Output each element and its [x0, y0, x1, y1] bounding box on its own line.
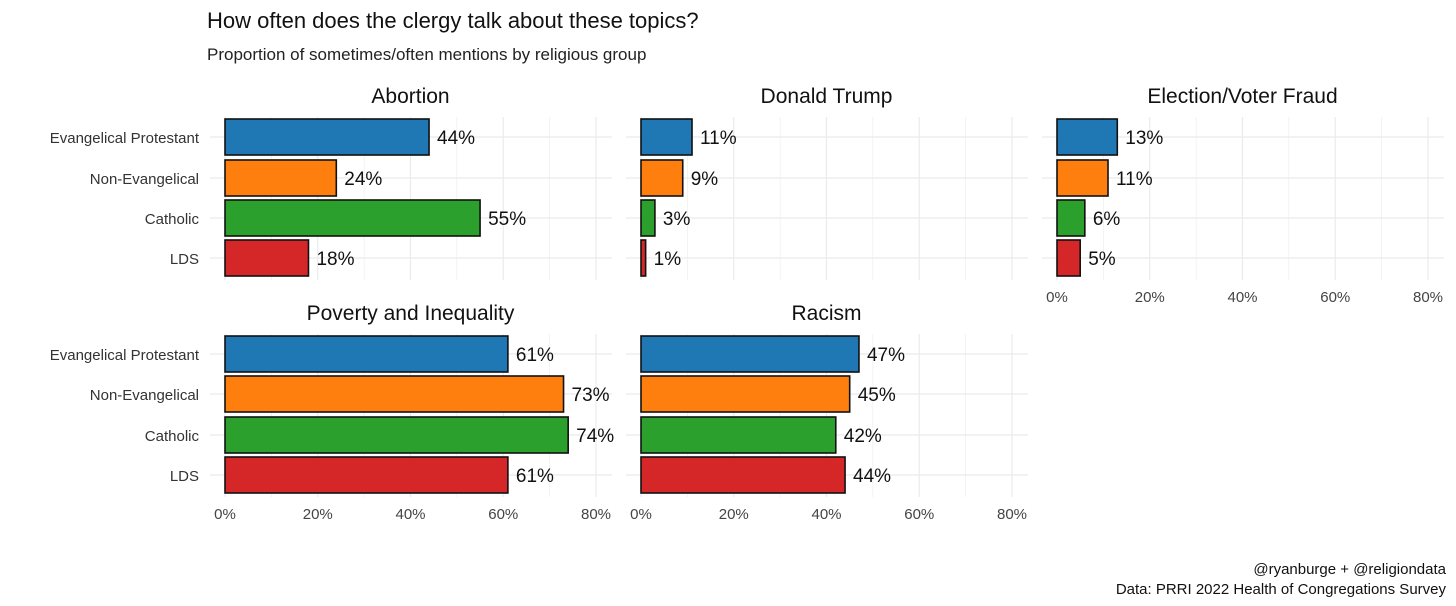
- x-tick-label: 0%: [630, 506, 652, 523]
- bar-evangelical-protestant: [640, 118, 693, 156]
- category-label: Non-Evangelical: [90, 387, 199, 404]
- bar-catholic: [224, 199, 481, 237]
- x-tick-label: 40%: [811, 506, 841, 523]
- category-label: Catholic: [145, 211, 200, 228]
- bar-catholic: [640, 199, 656, 237]
- data-label: 44%: [853, 466, 891, 487]
- bar-lds: [1056, 239, 1081, 277]
- bar-evangelical-protestant: [224, 118, 430, 156]
- data-label: 11%: [1116, 169, 1153, 190]
- data-label: 47%: [867, 345, 905, 366]
- bar-non-evangelical: [640, 159, 684, 197]
- bar-lds: [640, 456, 846, 494]
- bar-non-evangelical: [1056, 159, 1109, 197]
- category-label: LDS: [170, 468, 199, 485]
- x-tick-label: 40%: [1227, 289, 1257, 306]
- data-label: 13%: [1125, 128, 1163, 149]
- x-tick-label: 80%: [581, 506, 611, 523]
- category-label: Evangelical Protestant: [50, 347, 200, 364]
- bar-catholic: [1056, 199, 1086, 237]
- data-label: 42%: [844, 426, 882, 447]
- facet-title: Election/Voter Fraud: [1147, 85, 1337, 108]
- x-tick-label: 80%: [1413, 289, 1443, 306]
- data-label: 73%: [572, 385, 610, 406]
- bar-lds: [640, 239, 647, 277]
- category-label: LDS: [170, 251, 199, 268]
- x-tick-label: 20%: [1135, 289, 1165, 306]
- data-label: 11%: [700, 128, 737, 149]
- category-label: Evangelical Protestant: [50, 130, 200, 147]
- data-label: 6%: [1093, 209, 1121, 230]
- bar-catholic: [640, 416, 837, 454]
- data-label: 61%: [516, 466, 554, 487]
- bar-non-evangelical: [224, 375, 565, 413]
- bar-lds: [224, 239, 310, 277]
- x-tick-label: 60%: [488, 506, 518, 523]
- bar-non-evangelical: [640, 375, 851, 413]
- facet-title: Racism: [791, 302, 861, 325]
- x-tick-label: 0%: [1046, 289, 1068, 306]
- x-tick-label: 0%: [214, 506, 236, 523]
- bar-catholic: [224, 416, 569, 454]
- x-tick-label: 40%: [395, 506, 425, 523]
- chart-subtitle: Proportion of sometimes/often mentions b…: [207, 45, 646, 64]
- data-label: 9%: [691, 169, 719, 190]
- bar-evangelical-protestant: [1056, 118, 1119, 156]
- caption-source: Data: PRRI 2022 Health of Congregations …: [1116, 581, 1447, 598]
- bar-lds: [224, 456, 509, 494]
- data-label: 1%: [654, 249, 682, 270]
- bar-evangelical-protestant: [224, 335, 509, 373]
- data-label: 3%: [663, 209, 691, 230]
- chart-title: How often does the clergy talk about the…: [207, 8, 699, 33]
- category-label: Non-Evangelical: [90, 171, 199, 188]
- caption-credit: @ryanburge + @religiondata: [1253, 561, 1446, 578]
- x-tick-label: 60%: [904, 506, 934, 523]
- data-label: 55%: [488, 209, 526, 230]
- data-label: 74%: [576, 426, 614, 447]
- data-label: 18%: [316, 249, 354, 270]
- data-label: 24%: [344, 169, 382, 190]
- data-label: 61%: [516, 345, 554, 366]
- facet-title: Abortion: [371, 85, 449, 108]
- x-tick-label: 60%: [1320, 289, 1350, 306]
- data-label: 5%: [1088, 249, 1116, 270]
- x-tick-label: 20%: [303, 506, 333, 523]
- x-tick-label: 20%: [719, 506, 749, 523]
- facet-title: Donald Trump: [761, 85, 893, 108]
- x-tick-label: 80%: [997, 506, 1027, 523]
- facet-title: Poverty and Inequality: [307, 302, 515, 325]
- bar-evangelical-protestant: [640, 335, 860, 373]
- data-label: 45%: [858, 385, 896, 406]
- data-label: 44%: [437, 128, 475, 149]
- bar-non-evangelical: [224, 159, 338, 197]
- category-label: Catholic: [145, 428, 200, 445]
